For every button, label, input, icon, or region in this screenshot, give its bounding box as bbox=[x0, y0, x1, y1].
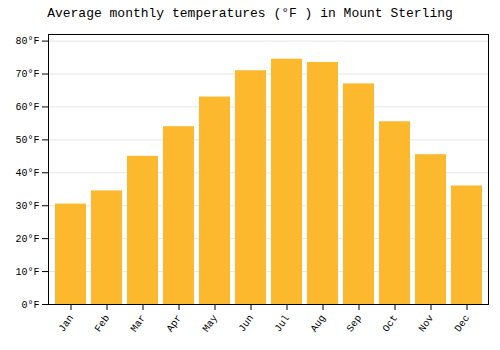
html-text:Average monthly temperatures (: Average monthly temperatures (°F ) in Mo… bbox=[47, 6, 453, 21]
svg-text:80°F: 80°F bbox=[15, 36, 39, 47]
svg-text:Dec: Dec bbox=[453, 313, 472, 334]
svg-text:May: May bbox=[201, 313, 220, 334]
svg-text:Jun: Jun bbox=[237, 313, 256, 334]
svg-text:70°F: 70°F bbox=[15, 69, 39, 80]
svg-text:Apr: Apr bbox=[165, 313, 184, 334]
svg-text:10°F: 10°F bbox=[15, 267, 39, 278]
svg-text:Jul: Jul bbox=[273, 313, 292, 334]
svg-text:Nov: Nov bbox=[417, 313, 436, 334]
svg-text:Jan: Jan bbox=[57, 313, 76, 334]
svg-text:Mar: Mar bbox=[129, 313, 148, 334]
svg-text:40°F: 40°F bbox=[15, 168, 39, 179]
svg-text:Feb: Feb bbox=[93, 313, 112, 334]
svg-text:Sep: Sep bbox=[345, 313, 364, 334]
svg-text:60°F: 60°F bbox=[15, 102, 39, 113]
svg-text:30°F: 30°F bbox=[15, 201, 39, 212]
svg-text:20°F: 20°F bbox=[15, 234, 39, 245]
svg-text:0°F: 0°F bbox=[21, 300, 39, 311]
svg-text:50°F: 50°F bbox=[15, 135, 39, 146]
svg-text:Aug: Aug bbox=[309, 313, 328, 334]
svg-text:Oct: Oct bbox=[381, 313, 400, 334]
